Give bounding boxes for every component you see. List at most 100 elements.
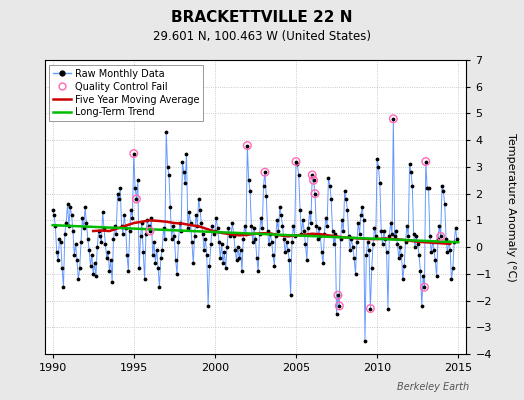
Point [74,276,82,282]
Point [435,222,443,229]
Point [203,252,211,258]
Point [58,265,67,272]
Point [75,265,84,272]
Point [401,238,410,245]
Point [413,241,422,248]
Point [148,252,157,258]
Point [430,246,438,253]
Point [97,238,105,245]
Point [451,225,460,232]
Point [146,228,154,234]
Point [407,169,415,176]
Point [215,238,223,245]
Point [50,212,58,218]
Point [255,230,264,237]
Point [104,249,112,256]
Point [282,238,291,245]
Point [293,161,301,168]
Point [358,204,366,210]
Point [115,196,123,202]
Point [238,268,246,274]
Point [59,284,68,290]
Point [131,185,139,192]
Point [343,206,352,213]
Point [128,214,137,221]
Point [48,206,57,213]
Point [362,252,370,258]
Point [126,228,134,234]
Point [210,230,218,237]
Point [116,185,124,192]
Point [271,233,280,240]
Point [334,292,342,298]
Point [296,206,304,213]
Point [82,220,91,226]
Text: BRACKETTVILLE 22 N: BRACKETTVILLE 22 N [171,10,353,25]
Y-axis label: Temperature Anomaly (°C): Temperature Anomaly (°C) [506,133,516,281]
Point [241,222,249,229]
Point [278,222,287,229]
Point [420,284,429,290]
Point [94,228,103,234]
Point [370,225,379,232]
Point [432,273,441,280]
Point [162,129,170,135]
Point [361,338,369,344]
Point [152,246,161,253]
Point [390,233,399,240]
Point [68,212,76,218]
Point [332,311,341,317]
Point [228,220,237,226]
Point [143,217,151,224]
Point [165,172,173,178]
Point [323,222,331,229]
Point [322,214,330,221]
Point [146,228,154,234]
Point [420,284,429,290]
Point [351,271,359,277]
Point [365,246,373,253]
Point [180,169,188,176]
Point [262,193,270,200]
Point [416,268,424,274]
Point [86,263,95,269]
Point [136,233,145,240]
Point [90,260,99,266]
Text: Berkeley Earth: Berkeley Earth [397,382,469,392]
Point [388,230,396,237]
Point [132,196,140,202]
Point [155,284,163,290]
Point [234,244,242,250]
Point [287,292,295,298]
Point [254,268,263,274]
Point [211,228,219,234]
Point [64,222,73,229]
Point [174,238,182,245]
Point [163,164,172,170]
Point [366,305,375,312]
Point [51,222,60,229]
Point [453,236,461,242]
Point [309,177,318,184]
Point [273,217,281,224]
Point [292,158,300,165]
Point [257,214,265,221]
Point [230,233,238,240]
Point [387,220,395,226]
Point [325,182,334,189]
Point [129,150,138,157]
Point [372,233,380,240]
Point [258,225,266,232]
Point [320,230,329,237]
Point [261,169,269,176]
Point [52,249,61,256]
Point [336,236,345,242]
Point [367,265,376,272]
Point [80,225,88,232]
Point [206,241,215,248]
Point [374,164,383,170]
Point [450,238,458,245]
Point [270,263,279,269]
Point [246,188,254,194]
Point [147,214,156,221]
